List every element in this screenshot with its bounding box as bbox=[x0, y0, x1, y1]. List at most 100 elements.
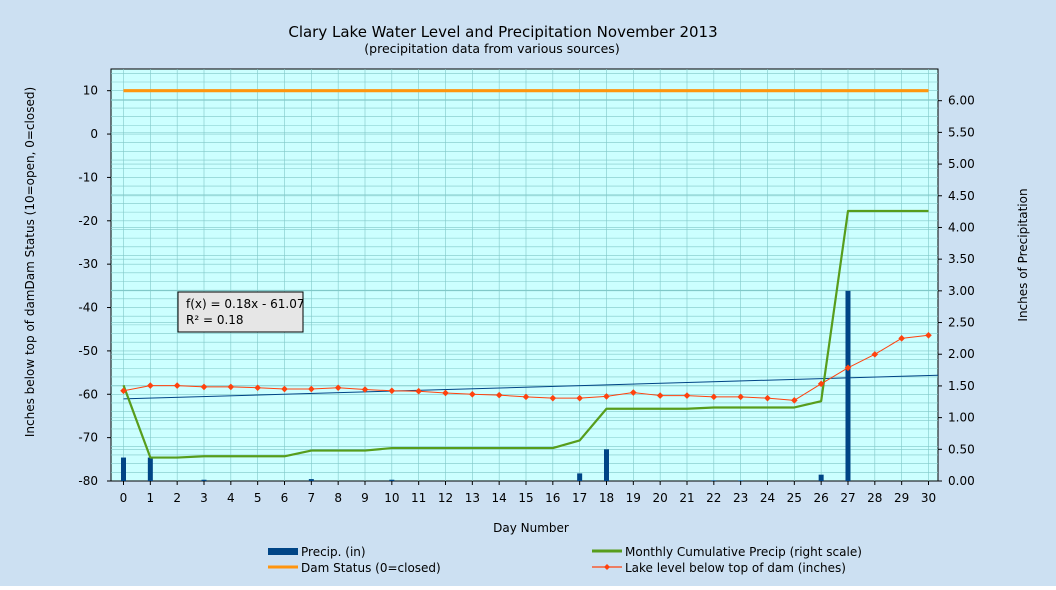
x-axis-tick-label: 2 bbox=[173, 491, 181, 505]
series-lines bbox=[120, 89, 939, 459]
lake-level-point bbox=[683, 392, 691, 399]
left-axis-tick-label: -60 bbox=[78, 387, 98, 401]
plot-area bbox=[110, 68, 939, 482]
cumulative-precip-line bbox=[122, 209, 929, 459]
trendline-r-squared: R² = 0.18 bbox=[186, 313, 244, 327]
right-axis-title: Inches of Precipitation bbox=[1016, 188, 1030, 321]
x-axis-tick-label: 24 bbox=[760, 491, 775, 505]
grid-lines bbox=[111, 69, 938, 481]
x-axis-tick-label: 20 bbox=[653, 491, 668, 505]
precip-bars bbox=[121, 290, 851, 481]
legend-marker-lake-level bbox=[604, 564, 610, 570]
left-axis-tick-label: -80 bbox=[78, 474, 98, 488]
lake-level-point bbox=[522, 393, 530, 401]
precip-bar bbox=[738, 480, 744, 481]
legend: Precip. (in) Dam Status (0=closed) Month… bbox=[268, 545, 862, 575]
x-axis-tick-label: 6 bbox=[281, 491, 289, 505]
left-axis-title: Inches below top of damDam Status (10=op… bbox=[23, 87, 37, 437]
chart-title: Clary Lake Water Level and Precipitation… bbox=[288, 23, 717, 41]
lake-level-point bbox=[120, 387, 127, 395]
lake-level-point bbox=[656, 392, 664, 399]
lake-level-point bbox=[737, 393, 744, 401]
legend-item-dam-status: Dam Status (0=closed) bbox=[268, 561, 441, 575]
lake-level-point bbox=[254, 384, 261, 392]
right-axis-tick-label: 0.00 bbox=[948, 474, 975, 488]
lake-level-point bbox=[549, 394, 557, 402]
right-axis-tick-label: 2.00 bbox=[948, 347, 975, 361]
precip-bar bbox=[845, 290, 851, 481]
x-axis-tick-label: 3 bbox=[200, 491, 208, 505]
precip-bar bbox=[147, 457, 153, 481]
lake-level-point bbox=[898, 335, 905, 342]
left-axis-tick-label: 0 bbox=[90, 127, 98, 141]
lake-level-point bbox=[495, 391, 503, 399]
lake-level-point bbox=[227, 383, 235, 391]
x-axis-tick-label: 4 bbox=[227, 491, 235, 505]
lake-level-point bbox=[630, 389, 637, 396]
left-axis-tick-label: -50 bbox=[78, 344, 98, 358]
lake-level-point bbox=[603, 393, 610, 400]
precip-bar bbox=[389, 479, 395, 481]
lake-level-point bbox=[871, 351, 879, 358]
x-axis-tick-label: 26 bbox=[814, 491, 829, 505]
trendline-equation-box: f(x) = 0.18x - 61.07 R² = 0.18 bbox=[177, 291, 305, 333]
precip-bar bbox=[577, 473, 583, 481]
x-axis-tick-label: 15 bbox=[518, 491, 533, 505]
right-axis-tick-label: 4.00 bbox=[948, 220, 975, 234]
x-axis-tick-label: 9 bbox=[361, 491, 369, 505]
x-axis-tick-label: 13 bbox=[465, 491, 480, 505]
x-axis-tick-label: 0 bbox=[120, 491, 128, 505]
legend-item-precip: Precip. (in) bbox=[268, 545, 366, 559]
lake-level-point bbox=[925, 331, 932, 339]
lake-level-point bbox=[388, 387, 396, 395]
precip-bar bbox=[201, 479, 207, 481]
chart-subtitle: (precipitation data from various sources… bbox=[364, 41, 619, 56]
precip-bar bbox=[121, 457, 126, 481]
right-axis-tick-label: 0.50 bbox=[948, 442, 975, 456]
right-axis-tick-label: 3.00 bbox=[948, 284, 975, 298]
x-axis-tick-label: 5 bbox=[254, 491, 262, 505]
x-axis-tick-label: 23 bbox=[733, 491, 748, 505]
right-axis-tick-label: 1.50 bbox=[948, 379, 975, 393]
x-axis-tick-label: 7 bbox=[308, 491, 316, 505]
x-axis-tick-label: 10 bbox=[384, 491, 399, 505]
x-axis-tick-label: 22 bbox=[706, 491, 721, 505]
precip-bar bbox=[603, 449, 609, 481]
left-axis-tick-label: 10 bbox=[83, 84, 98, 98]
right-axis-tick-label: 5.00 bbox=[948, 157, 975, 171]
lake-level-point bbox=[415, 387, 422, 395]
x-axis-tick-label: 8 bbox=[334, 491, 342, 505]
lake-level-point bbox=[361, 386, 369, 393]
lake-level-point bbox=[817, 380, 825, 388]
x-axis-tick-label: 18 bbox=[599, 491, 614, 505]
lake-level-point bbox=[334, 384, 342, 392]
right-axis-tick-label: 1.00 bbox=[948, 411, 975, 425]
right-axis-tick-label: 2.50 bbox=[948, 316, 975, 330]
lake-level-point bbox=[844, 364, 852, 372]
left-axis-tick-label: -40 bbox=[78, 301, 98, 315]
trendline bbox=[123, 374, 939, 400]
x-axis-tick-label: 17 bbox=[572, 491, 587, 505]
legend-item-cumulative: Monthly Cumulative Precip (right scale) bbox=[592, 545, 862, 559]
precip-bar bbox=[308, 479, 314, 481]
legend-item-lake-level: Lake level below top of dam (inches) bbox=[592, 561, 846, 575]
lake-level-point bbox=[308, 385, 315, 393]
lake-level-point bbox=[442, 389, 449, 397]
lake-level-point bbox=[791, 397, 798, 404]
x-axis-tick-label: 11 bbox=[411, 491, 426, 505]
lake-level-point bbox=[576, 394, 583, 402]
lake-level-point bbox=[710, 393, 718, 401]
x-axis-tick-label: 1 bbox=[147, 491, 155, 505]
right-axis-tick-label: 5.50 bbox=[948, 125, 975, 139]
lake-level-point bbox=[147, 382, 154, 389]
x-axis-tick-label: 28 bbox=[867, 491, 882, 505]
x-axis-tick-label: 12 bbox=[438, 491, 453, 505]
right-axis-tick-label: 4.50 bbox=[948, 189, 975, 203]
lake-level-point bbox=[281, 385, 288, 393]
x-axis-tick-label: 16 bbox=[545, 491, 560, 505]
right-axis-tick-label: 6.00 bbox=[948, 94, 975, 108]
left-axis-tick-label: -10 bbox=[78, 170, 98, 184]
x-axis-tick-label: 25 bbox=[787, 491, 802, 505]
